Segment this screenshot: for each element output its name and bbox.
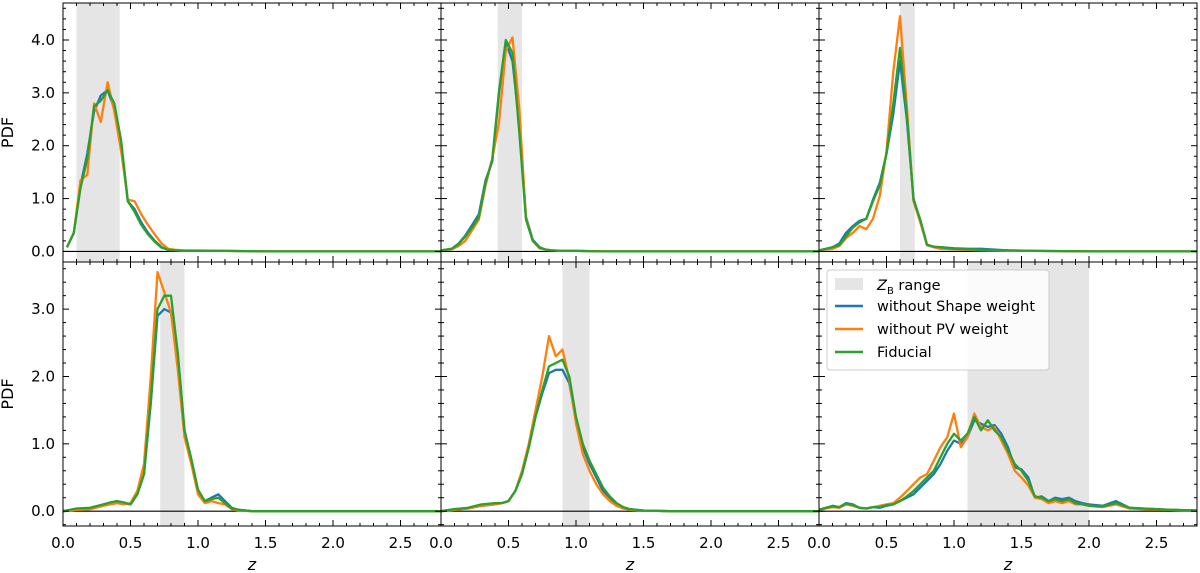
panel-bottom-middle: 0.0 0.5 1.0 1.5 2.0 2.5 z [429, 261, 820, 573]
legend-entry-1-label: without PV weight [877, 322, 1009, 338]
zb-range-band [562, 262, 590, 526]
panel-plot-area [63, 262, 441, 526]
panel-frame [62, 261, 442, 527]
x-tick-label: 1.0 [564, 534, 588, 552]
x-tick-label: 1.5 [632, 534, 656, 552]
x-tick-label: 0.0 [429, 534, 453, 552]
panel-plot-area [441, 262, 819, 526]
panel-frame [818, 2, 1198, 263]
y-tick-label: 0.0 [31, 502, 55, 520]
y-tick-label: 3.0 [31, 84, 55, 102]
zb-range-band [76, 3, 120, 262]
x-tick-label: 1.0 [942, 534, 966, 552]
legend-entry-2-label: Fiducial [877, 345, 932, 361]
series-line-2 [63, 294, 441, 513]
legend: ZB range without Shape weight without PV… [826, 269, 1050, 371]
x-tick-label: 2.0 [699, 534, 723, 552]
legend-zb-symbol: Z [876, 278, 888, 294]
y-axis-label: PDF [0, 378, 17, 409]
x-tick-label: 2.0 [1077, 534, 1101, 552]
x-axis-label: z [1003, 555, 1013, 573]
y-tick-label: 2.0 [31, 137, 55, 155]
series-line-0 [819, 59, 1197, 253]
panel-plot-area [63, 3, 441, 262]
x-tick-label: 0.0 [51, 534, 75, 552]
legend-zb-swatch [835, 278, 863, 290]
x-tick-label: 2.0 [321, 534, 345, 552]
x-tick-label: 1.5 [254, 534, 278, 552]
series-line-2 [65, 89, 441, 253]
y-axis-label: PDF [0, 117, 17, 148]
series-line-0 [441, 368, 819, 513]
legend-entry-0-label: without Shape weight [877, 299, 1035, 315]
panel-top-right [818, 2, 1198, 263]
panel-bottom-left: 0.0 1.0 2.0 3.0 0.0 0.5 1.0 1.5 2.0 2.5 PDF z [0, 261, 442, 573]
x-tick-label: 2.5 [767, 534, 791, 552]
x-tick-label: 2.5 [1145, 534, 1169, 552]
x-axis-label: z [625, 555, 635, 573]
x-tick-label: 1.5 [1010, 534, 1034, 552]
y-tick-label: 1.0 [31, 190, 55, 208]
y-tick-label: 2.0 [31, 367, 55, 385]
legend-frame [826, 269, 1050, 371]
series-line-1 [819, 15, 1197, 253]
panel-top-left: 0.0 1.0 2.0 3.0 4.0 PDF [0, 2, 442, 263]
series-line-2 [819, 46, 1197, 253]
legend-zb-suffix: range [894, 278, 941, 294]
series-line-0 [63, 307, 441, 513]
series-line-2 [819, 415, 1197, 512]
legend-zb-label: ZB range [876, 278, 941, 297]
x-tick-label: 0.5 [497, 534, 521, 552]
y-tick-label: 0.0 [31, 242, 55, 260]
panel-plot-area [441, 3, 819, 262]
panel-top-middle [440, 2, 820, 263]
series-line-1 [441, 334, 819, 513]
x-tick-label: 1.0 [186, 534, 210, 552]
panel-plot-area [819, 3, 1197, 262]
x-tick-label: 2.5 [389, 534, 413, 552]
series-line-2 [441, 38, 819, 253]
series-line-1 [63, 270, 441, 513]
x-tick-label: 0.5 [119, 534, 143, 552]
y-tick-label: 4.0 [31, 31, 55, 49]
series-line-2 [441, 358, 819, 513]
y-tick-label: 1.0 [31, 435, 55, 453]
legend-zb-subscript: B [887, 286, 894, 297]
x-axis-label: z [247, 555, 257, 573]
x-tick-label: 0.5 [875, 534, 899, 552]
x-tick-label: 0.0 [807, 534, 831, 552]
panel-frame [440, 261, 820, 527]
y-tick-label: 3.0 [31, 300, 55, 318]
